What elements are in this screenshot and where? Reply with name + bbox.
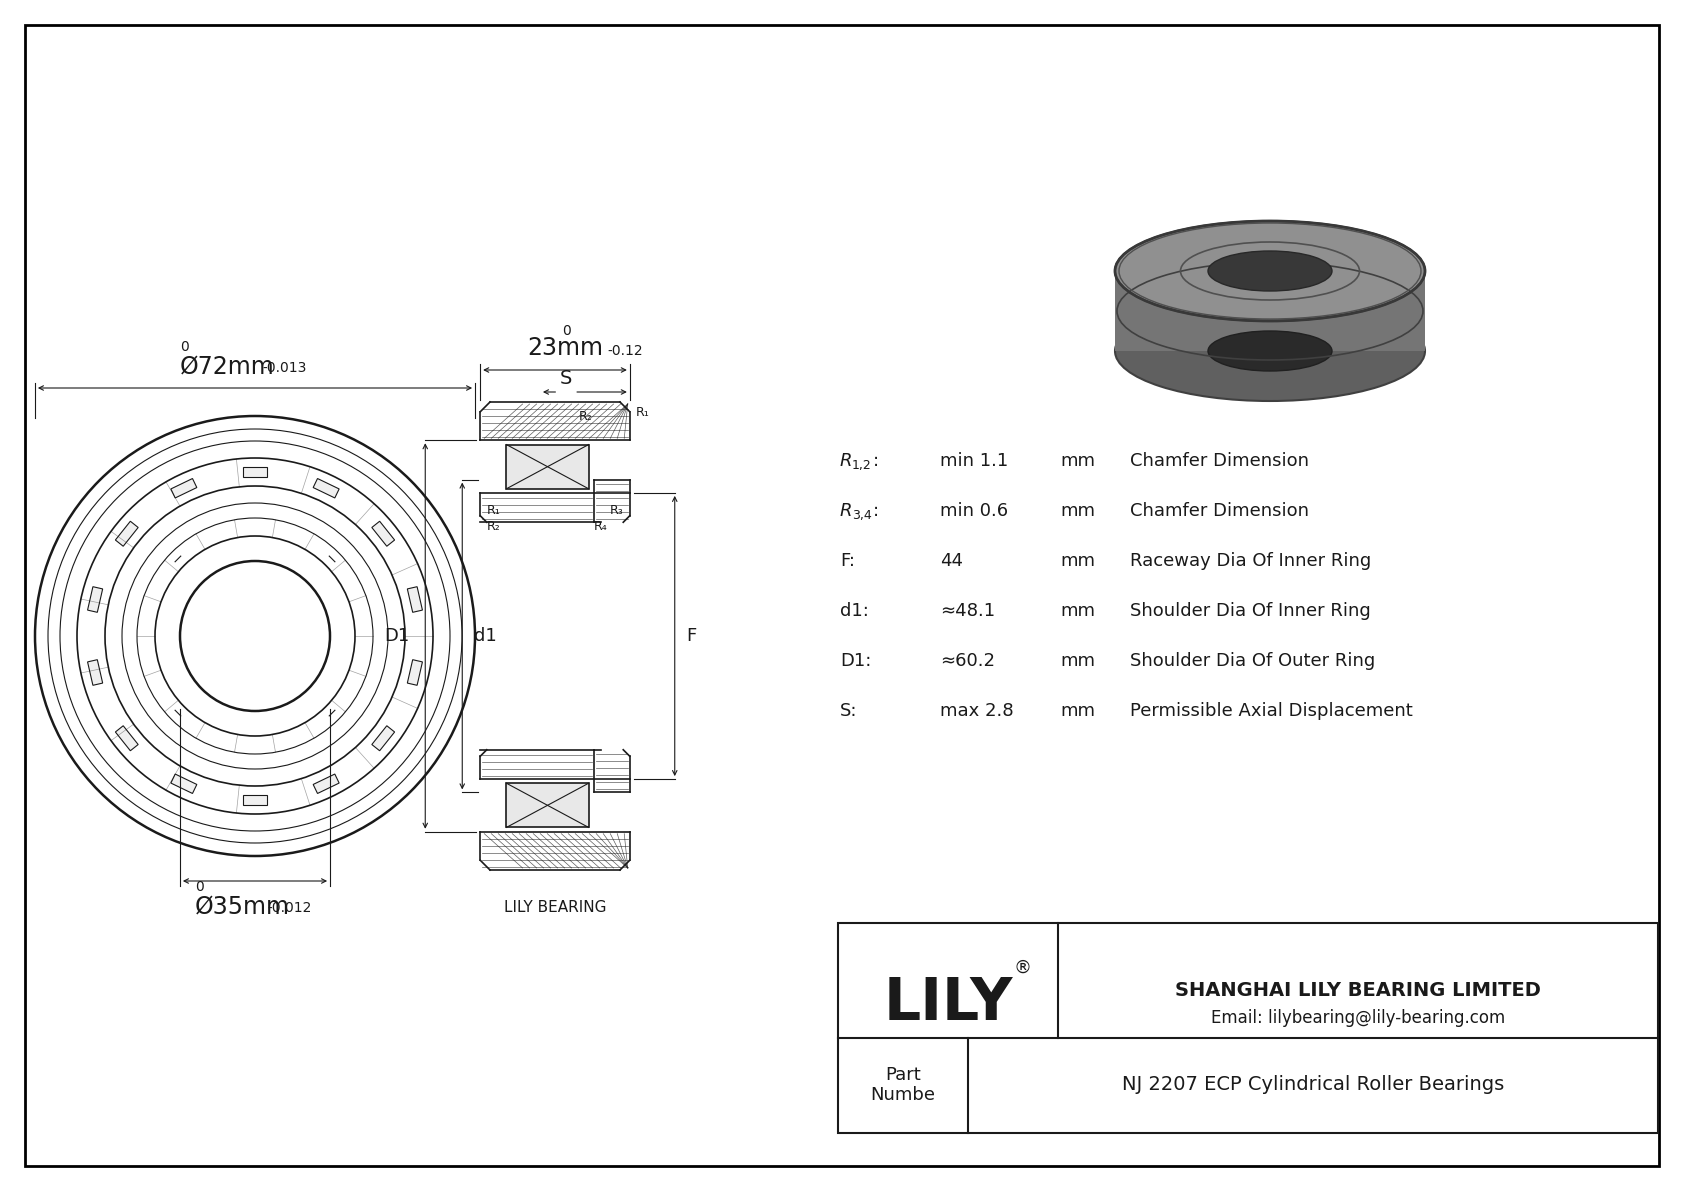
Text: :: :: [872, 453, 879, 470]
Text: R₂: R₂: [579, 410, 593, 423]
Text: D1: D1: [384, 626, 409, 646]
Bar: [170, 774, 197, 793]
Text: 1,2: 1,2: [852, 459, 872, 472]
Text: Chamfer Dimension: Chamfer Dimension: [1130, 501, 1308, 520]
Bar: [88, 660, 103, 685]
Text: mm: mm: [1059, 453, 1095, 470]
Text: R₄: R₄: [594, 520, 608, 534]
Text: -0.013: -0.013: [263, 361, 306, 375]
Text: Ø72mm: Ø72mm: [180, 354, 274, 378]
Text: mm: mm: [1059, 501, 1095, 520]
Text: Chamfer Dimension: Chamfer Dimension: [1130, 453, 1308, 470]
Ellipse shape: [1115, 222, 1425, 322]
Text: F:: F:: [840, 551, 855, 570]
Text: ®: ®: [1014, 959, 1032, 977]
Text: R₂: R₂: [487, 520, 500, 534]
Text: -0.12: -0.12: [606, 344, 643, 358]
Bar: [408, 587, 423, 612]
Text: Shoulder Dia Of Inner Ring: Shoulder Dia Of Inner Ring: [1130, 601, 1371, 621]
Text: 0: 0: [180, 339, 189, 354]
Text: mm: mm: [1059, 551, 1095, 570]
Text: Email: lilybearing@lily-bearing.com: Email: lilybearing@lily-bearing.com: [1211, 1009, 1505, 1027]
Text: :: :: [872, 501, 879, 520]
Text: S: S: [561, 368, 573, 387]
Text: NJ 2207 ECP Cylindrical Roller Bearings: NJ 2207 ECP Cylindrical Roller Bearings: [1122, 1075, 1504, 1095]
Text: LILY BEARING: LILY BEARING: [504, 900, 606, 916]
Text: max 2.8: max 2.8: [940, 701, 1014, 721]
Text: d1:: d1:: [840, 601, 869, 621]
Bar: [313, 479, 338, 498]
Bar: [372, 522, 394, 547]
Text: S:: S:: [840, 701, 857, 721]
Bar: [507, 444, 589, 488]
Bar: [242, 467, 268, 478]
Text: mm: mm: [1059, 701, 1095, 721]
Text: 3,4: 3,4: [852, 509, 872, 522]
Text: R: R: [840, 453, 852, 470]
Ellipse shape: [1207, 251, 1332, 291]
Text: -0.012: -0.012: [268, 902, 312, 915]
Text: 23mm: 23mm: [527, 336, 603, 360]
Text: 0: 0: [195, 880, 204, 894]
Text: Ø35mm: Ø35mm: [195, 894, 290, 918]
Text: R₁: R₁: [487, 504, 500, 517]
Text: LILY: LILY: [884, 974, 1012, 1031]
Text: R₁: R₁: [637, 405, 650, 418]
Bar: [408, 660, 423, 685]
Bar: [88, 587, 103, 612]
Text: SHANGHAI LILY BEARING LIMITED: SHANGHAI LILY BEARING LIMITED: [1175, 980, 1541, 999]
Text: 0: 0: [562, 324, 571, 338]
Bar: [313, 774, 338, 793]
Text: ≈48.1: ≈48.1: [940, 601, 995, 621]
Bar: [116, 522, 138, 547]
Text: Part
Numbe: Part Numbe: [871, 1066, 936, 1104]
Bar: [507, 784, 589, 828]
Text: 44: 44: [940, 551, 963, 570]
Text: d1: d1: [475, 626, 497, 646]
Ellipse shape: [1115, 301, 1425, 401]
Text: ≈60.2: ≈60.2: [940, 651, 995, 671]
Text: Raceway Dia Of Inner Ring: Raceway Dia Of Inner Ring: [1130, 551, 1371, 570]
Text: mm: mm: [1059, 601, 1095, 621]
Text: min 1.1: min 1.1: [940, 453, 1009, 470]
Text: R: R: [840, 501, 852, 520]
Text: min 0.6: min 0.6: [940, 501, 1009, 520]
Text: F: F: [687, 626, 697, 646]
Bar: [839, 923, 1659, 1133]
Bar: [372, 725, 394, 750]
Bar: [242, 796, 268, 805]
Text: Shoulder Dia Of Outer Ring: Shoulder Dia Of Outer Ring: [1130, 651, 1376, 671]
Text: mm: mm: [1059, 651, 1095, 671]
Text: D1:: D1:: [840, 651, 871, 671]
Ellipse shape: [1207, 331, 1332, 372]
Bar: [170, 479, 197, 498]
Polygon shape: [1115, 272, 1425, 351]
Bar: [116, 725, 138, 750]
Text: Permissible Axial Displacement: Permissible Axial Displacement: [1130, 701, 1413, 721]
Text: R₃: R₃: [610, 504, 623, 517]
